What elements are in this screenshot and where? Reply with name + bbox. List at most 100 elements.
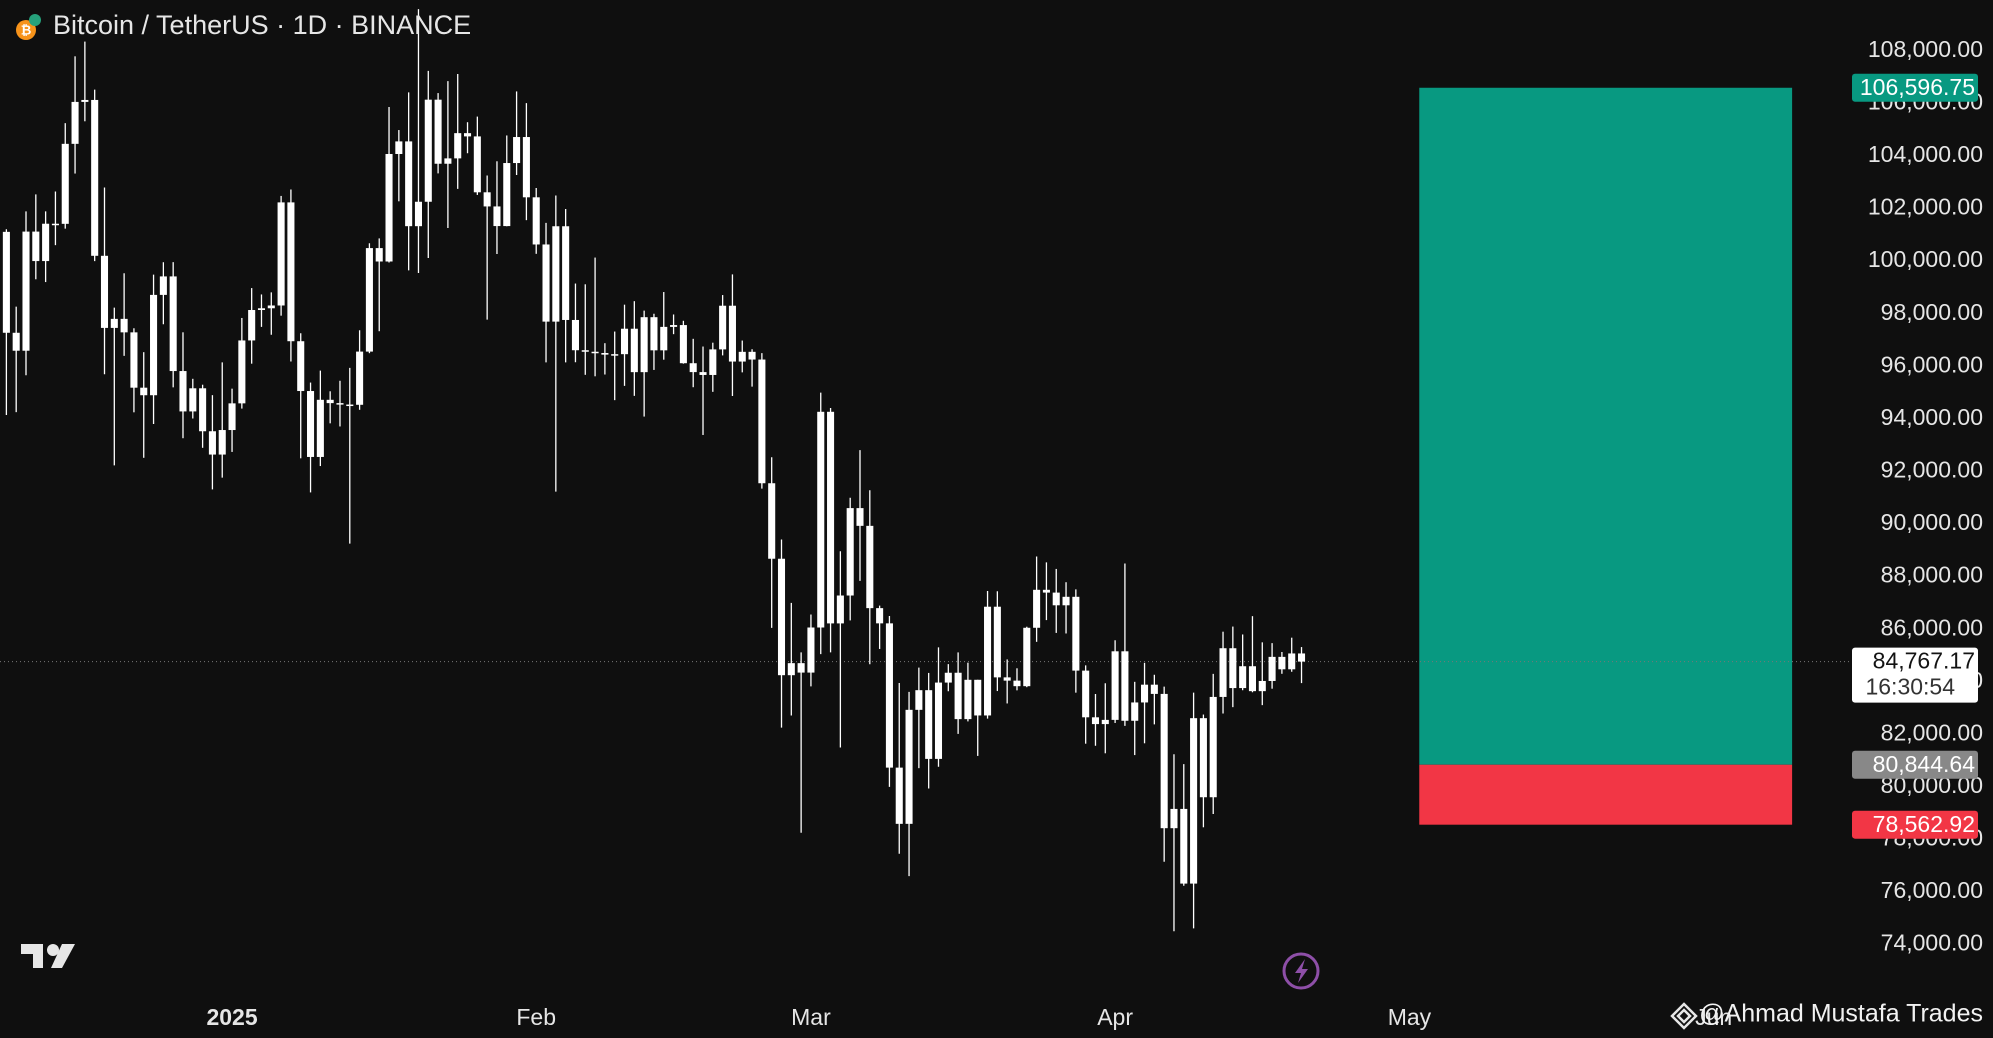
candle-body — [81, 99, 89, 102]
candle-body — [316, 399, 324, 457]
candle-body — [1229, 648, 1237, 689]
candle-body — [836, 595, 844, 624]
candle-body — [61, 143, 69, 224]
candle-body — [797, 663, 805, 673]
candle-body — [679, 325, 687, 364]
candle-body — [1219, 648, 1227, 697]
countdown-label: 16:30:54 — [1865, 674, 1955, 700]
candle-body — [1160, 693, 1168, 829]
y-tick-label: 90,000.00 — [1881, 509, 1983, 535]
price-tag-label: 78,562.92 — [1873, 811, 1975, 837]
candle-body — [827, 411, 835, 624]
candle-body — [876, 608, 884, 624]
candle-body — [1248, 666, 1256, 692]
candle-body — [993, 606, 1001, 678]
candle-body — [522, 137, 530, 198]
candle-body — [199, 388, 207, 432]
candle-body — [189, 388, 197, 412]
current-price-label: 84,767.17 — [1873, 648, 1975, 674]
candle-body — [434, 99, 442, 164]
candle-body — [307, 391, 315, 457]
y-tick-label: 100,000.00 — [1868, 246, 1983, 272]
candle-body — [581, 350, 589, 352]
candle-body — [915, 690, 923, 710]
candle-body — [817, 411, 825, 628]
chart-title: Bitcoin / TetherUS · 1D · BINANCE — [53, 10, 471, 40]
x-tick-label: May — [1388, 1004, 1432, 1030]
profit-zone — [1419, 87, 1793, 765]
y-tick-label: 96,000.00 — [1881, 351, 1983, 377]
price-tag — [1852, 810, 1978, 839]
candle-body — [336, 403, 344, 405]
y-tick-label: 94,000.00 — [1881, 404, 1983, 430]
candle-body — [463, 133, 472, 137]
candle-body — [1082, 670, 1090, 718]
candle-body — [1111, 651, 1119, 720]
candle-body — [1101, 719, 1109, 725]
candle-body — [719, 305, 727, 350]
price-tag — [1852, 750, 1978, 779]
candle-body — [1072, 596, 1080, 671]
candle-body — [356, 351, 364, 405]
candle-body — [42, 223, 50, 262]
candle-body — [1239, 666, 1247, 689]
candle-body — [709, 349, 717, 375]
watermark-icon — [1670, 1002, 1698, 1030]
candle-body — [208, 431, 216, 455]
candle-body — [1288, 653, 1296, 670]
candle-body — [728, 305, 736, 362]
candle-body — [405, 141, 413, 227]
plot-area — [0, 9, 1852, 932]
candle-body — [944, 672, 952, 683]
candle-body — [552, 226, 560, 322]
candle-body — [444, 158, 452, 164]
candle-body — [866, 525, 874, 609]
candle-body — [12, 332, 20, 351]
candle-body — [650, 317, 658, 351]
candle-body — [32, 231, 40, 262]
y-tick-label: 76,000.00 — [1881, 877, 1983, 903]
candle-body — [248, 310, 256, 341]
candle-body — [670, 325, 678, 327]
candle-body — [532, 197, 540, 245]
candle-body — [768, 483, 776, 559]
y-tick-label: 92,000.00 — [1881, 457, 1983, 483]
candle-body — [1062, 596, 1070, 606]
candle-body — [954, 672, 962, 720]
candle-body — [395, 141, 403, 154]
candle-body — [513, 137, 521, 164]
candle-body — [964, 679, 972, 720]
candle-body — [787, 663, 795, 676]
candle-body — [1013, 680, 1021, 687]
y-tick-label: 98,000.00 — [1881, 299, 1983, 325]
x-tick-label: Jun — [1695, 1004, 1732, 1030]
candle-body — [150, 294, 158, 396]
candle-body — [807, 627, 815, 673]
x-tick-label: Mar — [791, 1004, 831, 1030]
candle-body — [571, 319, 579, 351]
candle-body — [287, 202, 295, 342]
price-tag — [1852, 73, 1978, 102]
candle-body — [493, 206, 501, 227]
candle-body — [748, 351, 756, 360]
candle-body — [1268, 656, 1276, 681]
y-tick-label: 108,000.00 — [1868, 36, 1983, 62]
candle-body — [1091, 717, 1100, 725]
candle-body — [1180, 808, 1188, 884]
lightning-icon[interactable] — [1282, 952, 1320, 990]
candle-body — [1258, 680, 1266, 692]
y-tick-label: 88,000.00 — [1881, 562, 1983, 588]
candle-body — [1052, 592, 1060, 606]
candle-body — [630, 328, 638, 373]
price-tag-label: 106,596.75 — [1860, 74, 1975, 100]
candle-body — [100, 255, 109, 328]
candle-body — [601, 353, 609, 355]
candle-body — [257, 308, 266, 311]
candle-body — [169, 276, 177, 372]
candle-body — [1141, 684, 1149, 703]
candle-body — [297, 341, 305, 392]
candle-body — [905, 709, 913, 824]
candle-body — [51, 223, 59, 226]
candle-body — [385, 153, 393, 262]
candle-body — [346, 404, 354, 407]
